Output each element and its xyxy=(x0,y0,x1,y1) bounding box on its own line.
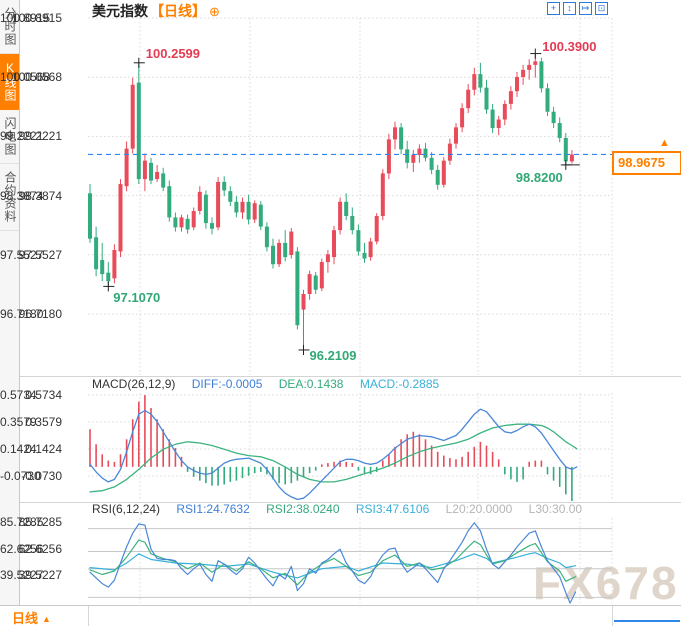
price-axis-label: 99.2221 xyxy=(0,129,44,144)
annotation-low-label: 98.8200 xyxy=(515,169,563,185)
sidebar-item-lightning-chart[interactable]: 闪电图 xyxy=(0,110,19,164)
macd-axis-label: 0.5734 xyxy=(25,388,62,402)
crosshair-icon[interactable]: + xyxy=(547,2,560,15)
period-tag: 【日线】 xyxy=(150,3,206,19)
rsi1-value: RSI1:24.7632 xyxy=(176,502,250,516)
fit-vertical-icon[interactable]: ↕ xyxy=(563,2,576,15)
period-tab-daily[interactable]: 日线 ▲ xyxy=(12,608,51,627)
annotation-low-label: 96.2109 xyxy=(309,347,357,363)
rsi-axis-label: 62.6256 xyxy=(18,541,62,556)
rsi-axis-label: 39.5227 xyxy=(18,568,62,582)
watermark: FX678 xyxy=(533,557,679,609)
instrument-name: 美元指数 xyxy=(92,3,148,19)
add-circle-icon[interactable]: ⊕ xyxy=(209,4,220,19)
chart-canvas[interactable] xyxy=(88,18,612,604)
current-price-box: 98.9675 xyxy=(612,151,681,175)
page-title: 美元指数 【日线】 ⊕ xyxy=(92,1,220,21)
macd-axis-label: 0.3579 xyxy=(25,415,62,429)
macd-dea-value: DEA:0.1438 xyxy=(278,377,344,391)
annotation-high-label: 100.2599 xyxy=(145,45,201,61)
price-axis-label: 100.8915 xyxy=(0,11,51,25)
reset-view-icon[interactable]: ⊡ xyxy=(595,2,608,15)
macd-axis-label: 0.5734 xyxy=(0,388,37,402)
macd-params: MACD(26,12,9) xyxy=(92,377,176,391)
sidebar: 分时图 K线图 闪电图 合约资料 xyxy=(0,0,20,605)
axis-separator xyxy=(612,606,613,626)
price-axis-label: 96.7180 xyxy=(0,307,44,321)
rsi-axis-label: 85.7285 xyxy=(18,515,62,529)
rsi-axis-label: 39.5227 xyxy=(0,568,44,582)
sidebar-item-kline-chart[interactable]: K线图 xyxy=(0,54,19,110)
period-tab-label: 日线 xyxy=(12,611,39,626)
price-axis-label: 100.0568 xyxy=(0,70,51,85)
macd-diff-value: DIFF:-0.0005 xyxy=(191,377,263,391)
price-axis-label: 98.3874 xyxy=(0,188,44,203)
price-axis-label: 99.2221 xyxy=(18,129,62,144)
rsi-l20-value: L20:20.0000 xyxy=(445,502,513,516)
rsi-l30-value: L30:30.00 xyxy=(528,502,583,516)
annotation-high-label: 100.3900 xyxy=(542,38,597,54)
price-up-arrow-icon: ▲ xyxy=(659,137,670,149)
rsi3-value: RSI3:47.6106 xyxy=(355,502,430,516)
triangle-up-icon: ▲ xyxy=(42,614,51,624)
axis-separator xyxy=(88,606,89,626)
annotation-low-label: 97.1070 xyxy=(113,290,161,306)
sidebar-item-contract-info[interactable]: 合约资料 xyxy=(0,164,19,231)
macd-legend: MACD(26,12,9) DIFF:-0.0005 DEA:0.1438 MA… xyxy=(92,377,452,391)
sidebar-item-timeline-chart[interactable]: 分时图 xyxy=(0,0,19,54)
macd-axis-label: -0.0730 xyxy=(0,469,41,483)
rsi-params: RSI(6,12,24) xyxy=(92,502,161,516)
price-axis-label: 100.8915 xyxy=(11,11,62,25)
macd-hist-value: MACD:-0.2885 xyxy=(359,377,440,391)
macd-axis-label: 0.3579 xyxy=(0,415,37,429)
macd-axis-label: 0.1424 xyxy=(0,442,37,456)
price-axis-label: 98.3874 xyxy=(18,188,62,203)
chart-toolbar: + ↕ ↦ ⊡ xyxy=(547,2,608,15)
price-axis-label: 96.7180 xyxy=(18,307,62,321)
go-to-latest-icon[interactable]: ↦ xyxy=(579,2,592,15)
rsi2-value: RSI2:38.0240 xyxy=(266,502,340,516)
macd-axis-label: -0.0730 xyxy=(21,469,62,483)
rsi-axis-label: 62.6256 xyxy=(0,541,44,556)
rsi-legend: RSI(6,12,24) RSI1:24.7632 RSI2:38.0240 R… xyxy=(92,502,595,516)
price-axis-label: 100.0568 xyxy=(11,70,62,85)
bottom-axis-bar: 日线 ▲ xyxy=(0,605,681,627)
bottom-right-accent xyxy=(614,620,680,622)
price-axis-label: 97.5527 xyxy=(18,247,62,262)
rsi-axis-label: 85.7285 xyxy=(0,515,44,529)
price-axis-label: 97.5527 xyxy=(0,247,44,262)
macd-axis-label: 0.1424 xyxy=(25,442,62,456)
